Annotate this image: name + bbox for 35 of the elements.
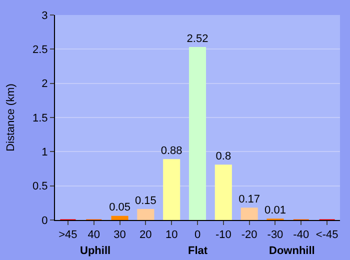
data-label: 0.88 bbox=[160, 144, 182, 157]
x-tick-label: -10 bbox=[215, 229, 232, 242]
text: Downhill bbox=[269, 245, 315, 257]
x-tick-label: 30 bbox=[114, 229, 126, 242]
text: Flat bbox=[188, 245, 208, 257]
y-tick-label: 0 bbox=[42, 214, 48, 227]
bar bbox=[214, 164, 232, 220]
x-tick-label: -40 bbox=[293, 229, 310, 242]
y-tick-label: 2.5 bbox=[32, 44, 48, 56]
x-tick-label: 20 bbox=[140, 229, 152, 242]
data-label: 2.52 bbox=[186, 32, 208, 45]
x-tick-label: <-45 bbox=[316, 229, 338, 242]
data-label: 0.15 bbox=[134, 194, 156, 207]
x-tick-label: -30 bbox=[267, 229, 284, 242]
y-tick-label: 1 bbox=[42, 146, 48, 159]
bar bbox=[188, 47, 206, 220]
y-tick-label: 2 bbox=[42, 78, 48, 90]
x-tick-label: -20 bbox=[241, 229, 258, 242]
data-label: 0.01 bbox=[264, 204, 286, 216]
text: Uphill bbox=[80, 245, 111, 257]
y-tick-label: 3 bbox=[42, 10, 48, 22]
data-label: 0.8 bbox=[216, 150, 232, 162]
bar bbox=[137, 209, 154, 220]
y-tick-label: 1.5 bbox=[32, 112, 48, 124]
x-tick-label: >45 bbox=[58, 229, 78, 242]
bar bbox=[240, 208, 258, 220]
data-label: 0.17 bbox=[238, 193, 260, 206]
bar bbox=[111, 216, 128, 220]
x-tick-label: 0 bbox=[194, 229, 201, 242]
bar bbox=[163, 159, 180, 220]
y-tick-label: 0.5 bbox=[32, 180, 48, 193]
data-label: 0.05 bbox=[109, 202, 130, 214]
x-tick-label: 10 bbox=[165, 229, 178, 242]
y-axis-title: Distance (km) bbox=[5, 84, 18, 152]
x-tick-label: 40 bbox=[88, 229, 100, 242]
